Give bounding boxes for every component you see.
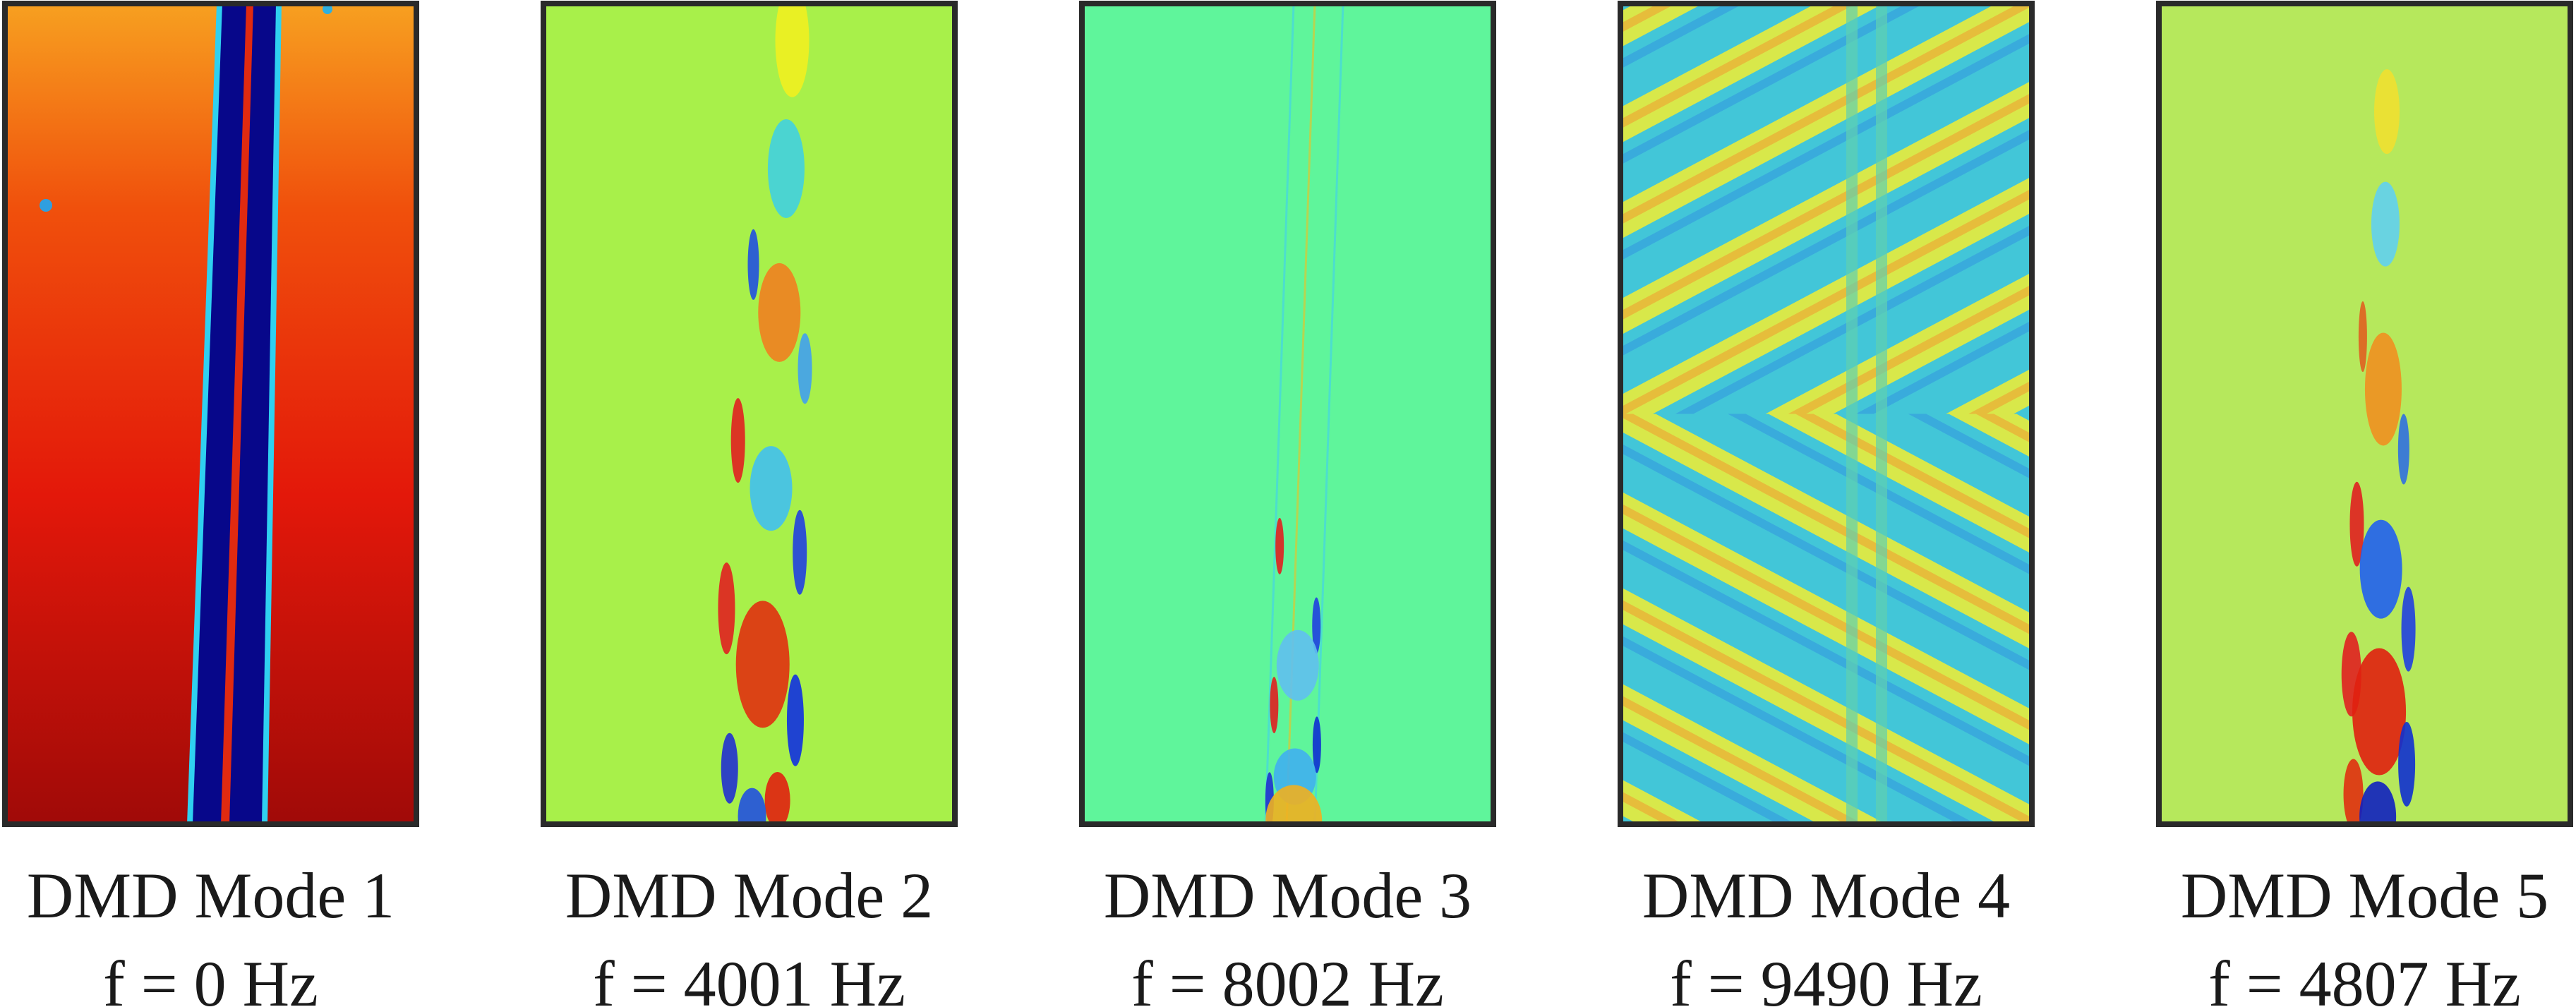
mode-title: DMD Mode 5	[2181, 860, 2548, 931]
mode-frequency: f = 4807 Hz	[2208, 948, 2521, 1007]
mode-image	[1620, 4, 2032, 824]
mode-structure	[747, 229, 759, 300]
mode-frequency: f = 0 Hz	[103, 948, 318, 1007]
jet-line	[221, 4, 253, 824]
panel-border	[541, 1, 958, 827]
mode-structure	[793, 509, 807, 595]
mode-panel	[2156, 1, 2573, 827]
mode-structure	[798, 333, 812, 404]
mode-frequency: f = 4001 Hz	[593, 948, 905, 1007]
mode-title: DMD Mode 1	[27, 860, 395, 931]
mode-streak	[1264, 4, 1295, 824]
mode-panel	[2, 1, 419, 827]
mode-image	[5, 4, 416, 824]
fringe-lower	[1620, 414, 2032, 824]
panel-border	[1618, 1, 2035, 827]
panel-border	[2156, 1, 2573, 827]
mode-structure	[1276, 629, 1319, 701]
mode-structure	[2358, 301, 2367, 373]
mode-title: DMD Mode 2	[565, 860, 933, 931]
mode-image	[2159, 4, 2570, 824]
mode-frequency: f = 9490 Hz	[1670, 948, 1982, 1007]
mode-structure	[718, 562, 735, 655]
jet-trace	[1876, 4, 1887, 824]
fringe-upper	[1620, 4, 2032, 414]
mode-structure	[2398, 721, 2416, 807]
mode-structure	[2359, 519, 2402, 619]
mode-structure	[2349, 481, 2364, 567]
mode-structure	[775, 4, 809, 97]
mode-image	[543, 4, 955, 824]
mode-structure	[786, 674, 804, 766]
mode-structure	[735, 601, 790, 728]
mode-structure	[2397, 414, 2409, 485]
mode-panel	[1618, 1, 2035, 827]
mode-structure	[2359, 781, 2397, 824]
mode-title: DMD Mode 3	[1104, 860, 1471, 931]
mode-structure	[1270, 677, 1279, 734]
mode-structure	[2374, 69, 2400, 155]
mode-panel	[1079, 1, 1496, 827]
mode-structure	[1312, 597, 1321, 654]
mode-title: DMD Mode 4	[1642, 860, 2010, 931]
droplet	[323, 4, 332, 14]
mode-structure	[767, 119, 805, 218]
jet-trace	[1846, 4, 1858, 824]
mode-structure	[721, 732, 738, 804]
panel-border	[1079, 1, 1496, 827]
mode-frequency: f = 8002 Hz	[1131, 948, 1444, 1007]
mode-image	[1082, 4, 1493, 824]
mode-streak	[1313, 4, 1344, 824]
mode-structure	[2352, 648, 2407, 776]
droplet	[40, 199, 52, 212]
mode-structure	[2343, 759, 2364, 824]
mode-structure	[764, 772, 790, 824]
mode-structure	[750, 446, 793, 531]
mode-structure	[2401, 586, 2416, 672]
mode-structure	[1275, 517, 1284, 574]
mode-structure	[2371, 181, 2400, 267]
mode-structure	[758, 263, 801, 362]
mode-panel	[541, 1, 958, 827]
mode-structure	[730, 398, 745, 483]
panel-border	[2, 1, 419, 827]
mode-structure	[2364, 332, 2402, 446]
mode-structure	[1265, 785, 1323, 824]
mode-structure	[1312, 716, 1321, 773]
mode-structure	[738, 788, 766, 824]
mode-background	[1082, 4, 1493, 824]
